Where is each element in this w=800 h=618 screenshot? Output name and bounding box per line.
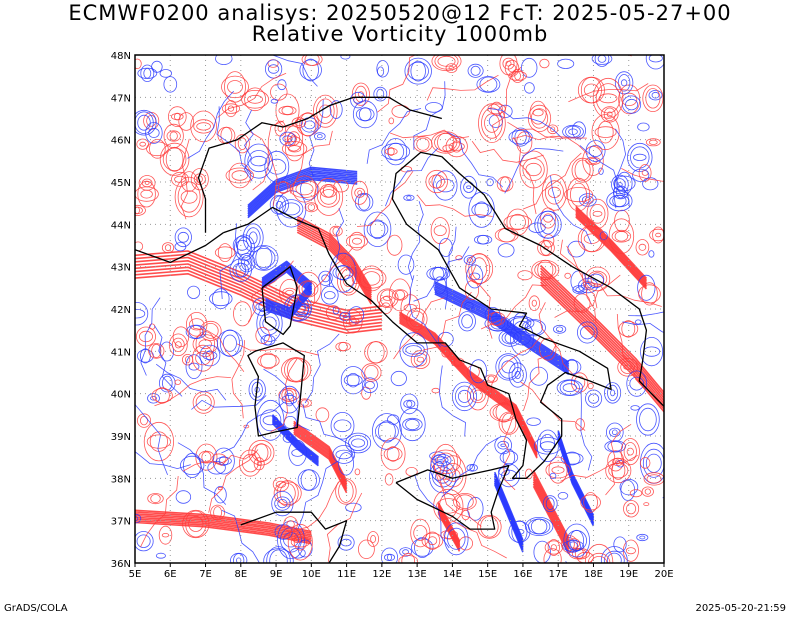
lon-label: 13E xyxy=(408,569,427,580)
lat-label: 36N xyxy=(111,559,131,570)
coastline-segment xyxy=(261,266,298,336)
vorticity-field xyxy=(135,55,664,563)
lon-label: 5E xyxy=(129,569,142,580)
coastline-segment xyxy=(395,464,510,530)
lat-label: 40N xyxy=(111,390,131,401)
lon-label: 17E xyxy=(549,569,568,580)
map-subtitle: Relative Vorticity 1000mb xyxy=(251,22,549,46)
lat-label: 39N xyxy=(111,432,131,443)
lon-label: 20E xyxy=(654,569,673,580)
coastline-segment xyxy=(222,151,612,479)
lon-label: 10E xyxy=(302,569,321,580)
lat-label: 37N xyxy=(111,517,131,528)
coastline-segment xyxy=(197,96,442,233)
lon-label: 16E xyxy=(513,569,532,580)
lat-label: 38N xyxy=(111,474,131,485)
lon-label: 14E xyxy=(443,569,462,580)
lat-label: 41N xyxy=(111,347,131,358)
map-background xyxy=(135,55,664,563)
lon-label: 12E xyxy=(372,569,391,580)
coastline-segment xyxy=(135,232,224,264)
lat-label: 42N xyxy=(111,305,131,316)
coastline-segment xyxy=(247,342,305,437)
map-frame xyxy=(134,54,665,564)
footer-credit: GrADS/COLA xyxy=(4,603,68,614)
lat-lon-grid xyxy=(135,55,664,563)
lon-label: 7E xyxy=(199,569,212,580)
lat-label: 43N xyxy=(111,263,131,274)
coastline xyxy=(135,96,664,563)
lat-label: 48N xyxy=(111,51,131,62)
longitude-labels: 5E 6E 7E 8E 9E 10E 11E 12E 13E 14E 15E 16E 17E 18E 19E… xyxy=(129,563,674,580)
lon-label: 19E xyxy=(619,569,638,580)
map-title: ECMWF0200 analisys: 20250520@12 FcT: 202… xyxy=(68,1,732,25)
coastline-segment xyxy=(240,511,348,563)
footer-timestamp: 2025-05-20-21:59 xyxy=(695,603,786,614)
coastline-segment xyxy=(441,156,664,407)
lat-label: 46N xyxy=(111,136,131,147)
lon-label: 15E xyxy=(478,569,497,580)
lon-label: 18E xyxy=(584,569,603,580)
lat-label: 47N xyxy=(111,93,131,104)
lon-label: 8E xyxy=(234,569,247,580)
lat-label: 44N xyxy=(111,220,131,231)
lon-label: 6E xyxy=(164,569,177,580)
lon-label: 11E xyxy=(337,569,356,580)
latitude-labels: 36N 37N 38N 39N 40N 41N 42N 43N 44N 45N 46N 47N 48N xyxy=(111,51,131,570)
lon-label: 9E xyxy=(270,569,283,580)
lat-label: 45N xyxy=(111,178,131,189)
